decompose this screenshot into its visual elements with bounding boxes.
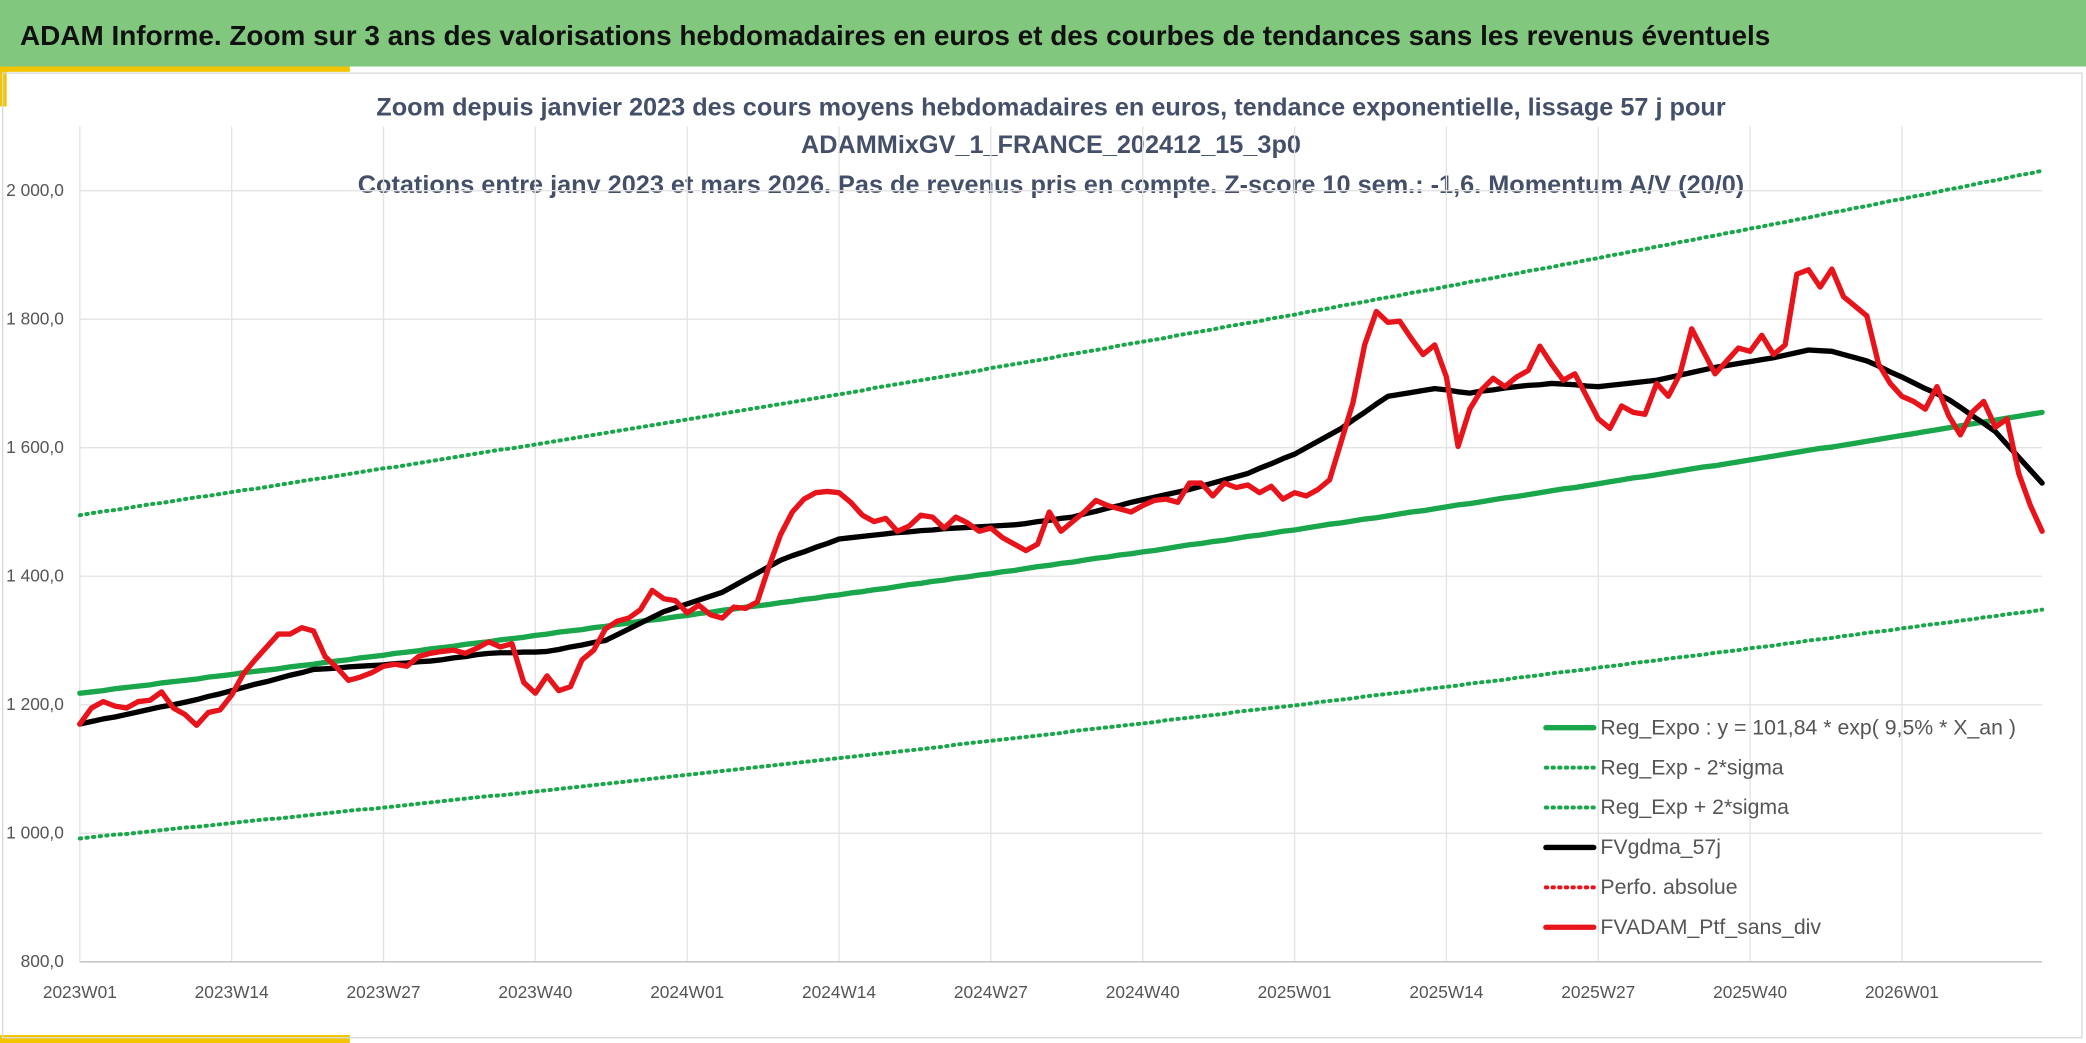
header-bar [0, 0, 2086, 67]
y-tick-label: 800,0 [21, 951, 64, 971]
x-tick-label: 2023W40 [498, 982, 572, 1002]
accent [0, 66, 350, 72]
y-tick-label: 1 200,0 [6, 694, 64, 714]
chart-title: Cotations entre janv 2023 et mars 2026. … [358, 171, 1744, 199]
series-line [77, 266, 2045, 729]
x-tick-label: 2024W14 [802, 982, 876, 1002]
x-tick-label: 2023W14 [195, 982, 269, 1002]
legend-label: FVADAM_Ptf_sans_div [1600, 915, 1821, 939]
x-tick-label: 2025W40 [1713, 982, 1787, 1002]
chart-title: ADAMMixGV_1_FRANCE_202412_15_3p0 [801, 131, 1301, 159]
series-line [77, 607, 2045, 841]
x-tick-label: 2025W14 [1409, 982, 1483, 1002]
chart-frame [1, 72, 2083, 1039]
legend-label: Reg_Expo : y = 101,84 * exp( 9,5% * X_an… [1600, 715, 2016, 739]
legend-label: Reg_Exp + 2*sigma [1600, 795, 1789, 819]
series-line [77, 409, 2045, 696]
x-tick-label: 2023W27 [347, 982, 421, 1002]
chart-title: Zoom depuis janvier 2023 des cours moyen… [376, 94, 1726, 122]
y-tick-label: 1 600,0 [6, 437, 64, 457]
legend-label: Reg_Exp - 2*sigma [1600, 755, 1783, 779]
y-tick-label: 1 000,0 [6, 823, 64, 843]
x-tick-label: 2025W01 [1258, 982, 1332, 1002]
x-tick-label: 2024W40 [1106, 982, 1180, 1002]
series-line [77, 168, 2045, 518]
accent [0, 1035, 350, 1043]
x-tick-label: 2024W01 [650, 982, 724, 1002]
x-tick-label: 2023W01 [43, 982, 117, 1002]
x-tick-label: 2024W27 [954, 982, 1028, 1002]
header-title: ADAM Informe. Zoom sur 3 ans des valoris… [20, 20, 1770, 51]
y-tick-label: 1 400,0 [6, 566, 64, 586]
legend-label: Perfo. absolue [1600, 875, 1737, 899]
y-tick-label: 1 800,0 [6, 309, 64, 329]
x-tick-label: 2026W01 [1865, 982, 1939, 1002]
x-tick-label: 2025W27 [1561, 982, 1635, 1002]
legend-label: FVgdma_57j [1600, 835, 1721, 859]
y-tick-label: 2 000,0 [6, 180, 64, 200]
